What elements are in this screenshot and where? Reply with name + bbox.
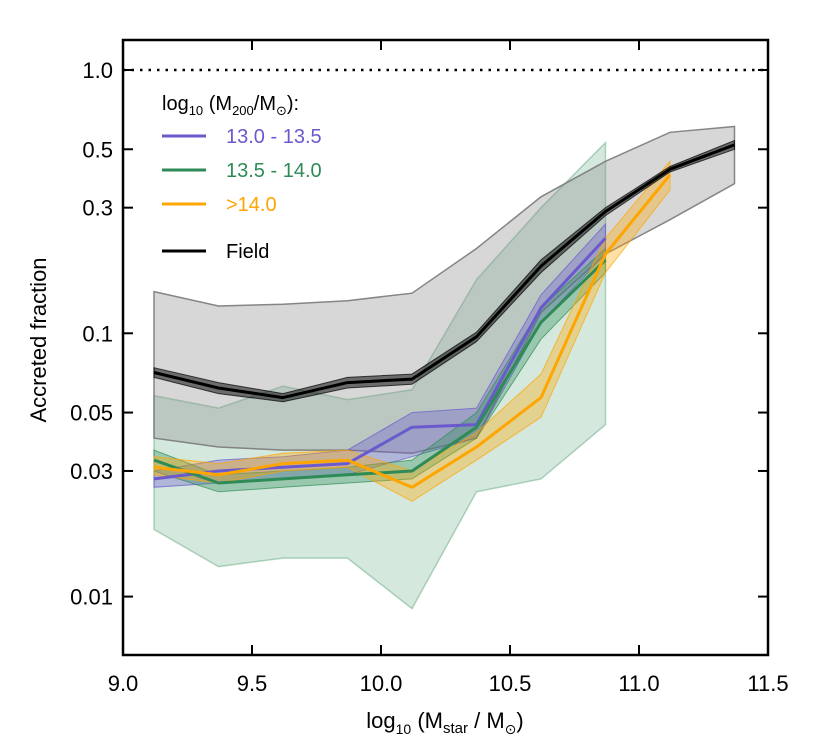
legend-title: log10 (M200/M⊙): [162, 93, 299, 118]
y-tick-label: 0.01 [70, 585, 113, 610]
band-wide-13-5-14-0 [153, 140, 607, 610]
x-axis-ticks: 9.0 9.5 10.0 10.5 11.0 11.5 [108, 40, 789, 696]
plot-frame [121, 38, 770, 657]
x-tick-label: 10.0 [360, 671, 403, 696]
y-tick-label: 0.03 [70, 459, 113, 484]
y-tick-label: 0.5 [82, 137, 113, 162]
x-tick-label: 9.5 [237, 671, 268, 696]
y-tick-label: 1.0 [82, 58, 113, 83]
band-wide-field [153, 125, 736, 455]
x-axis-label: log10 (Mstar / M⊙) [366, 708, 523, 737]
y-tick-label: 0.05 [70, 401, 113, 426]
legend-label-field: Field [226, 241, 269, 263]
x-tick-label: 9.0 [108, 671, 139, 696]
series-line-field [153, 143, 736, 400]
x-tick-label: 11.5 [747, 671, 788, 696]
y-axis-ticks: 0.01 0.03 0.05 0.1 0.3 0.5 1.0 [70, 58, 768, 610]
series-lines [153, 143, 736, 489]
x-tick-label: 10.5 [489, 671, 532, 696]
y-axis-label: Accreted fraction [26, 257, 51, 422]
series-line-13-0-13-5 [153, 237, 607, 481]
legend: log10 (M200/M⊙): 13.0 - 13.5 13.5 - 14.0… [162, 93, 322, 263]
series-line-14-0 [153, 173, 672, 489]
x-tick-label: 11.0 [618, 671, 659, 696]
legend-label-13-0: 13.0 - 13.5 [226, 126, 322, 148]
legend-label-14-0: >14.0 [226, 194, 277, 216]
y-tick-label: 0.1 [82, 321, 113, 346]
legend-label-13-5: 13.5 - 14.0 [226, 160, 322, 182]
y-tick-label: 0.3 [82, 196, 113, 221]
band-narrow-14-0 [153, 159, 671, 502]
